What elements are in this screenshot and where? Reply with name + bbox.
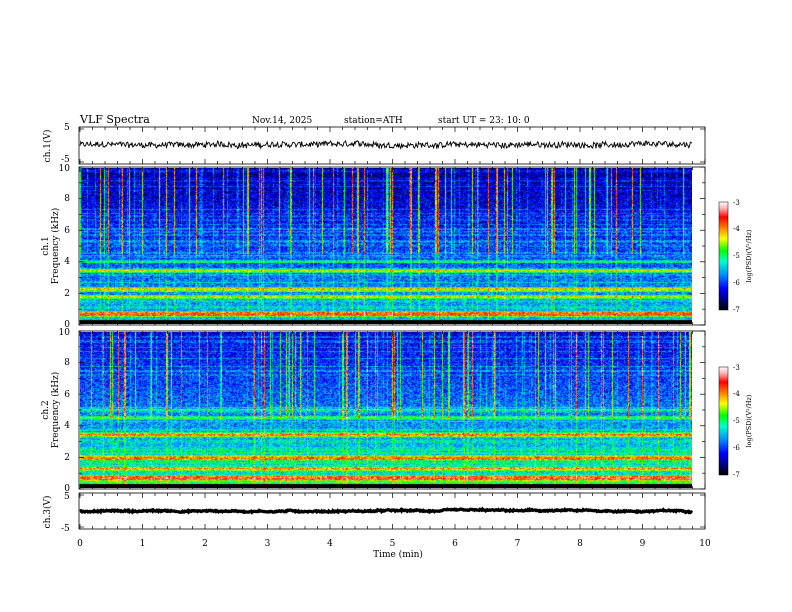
ch2-cb-tick-m5: -5 — [733, 417, 740, 425]
time-tick-9: 9 — [640, 539, 646, 549]
ch2-freq-tick-8: 8 — [64, 358, 70, 368]
ch1-cb-tick-m3: -3 — [733, 199, 740, 207]
ch1-waveform-frame — [78, 126, 706, 165]
time-tick-1: 1 — [140, 539, 146, 549]
ch2-spectrogram-yticks: 0 2 4 6 8 10 — [59, 328, 71, 494]
ch3-waveform-ylabel: ch.3(V) — [42, 496, 53, 529]
ch1-freq-tick-8: 8 — [64, 194, 70, 204]
time-tick-2: 2 — [202, 539, 208, 549]
axis-ticks — [79, 127, 706, 529]
ch2-freq-tick-2: 2 — [64, 453, 70, 463]
time-tick-4: 4 — [327, 539, 333, 549]
ch1-cb-tick-m6: -6 — [733, 279, 740, 287]
ch2-channel-label: ch.2 — [41, 400, 51, 419]
ch3-waveform-yticks: 5 -5 — [61, 492, 70, 534]
ch1-freq-tick-10: 10 — [59, 164, 71, 174]
time-tick-3: 3 — [265, 539, 271, 549]
ch1-channel-label: ch.1 — [41, 236, 51, 255]
time-tick-8: 8 — [577, 539, 583, 549]
time-tick-7: 7 — [515, 539, 521, 549]
time-axis-label: Time (min) — [373, 549, 423, 560]
time-tick-6: 6 — [452, 539, 458, 549]
ch2-cb-tick-m4: -4 — [733, 390, 740, 398]
ch3-waveform-frame — [78, 492, 706, 530]
ch2-cb-tick-m6: -6 — [733, 444, 740, 452]
ch2-freq-tick-4: 4 — [64, 421, 70, 431]
ch1-cb-tick-m7: -7 — [733, 306, 740, 314]
date-label: Nov.14, 2025 — [252, 116, 313, 126]
ch2-colorbar — [718, 366, 729, 476]
start-time-label: start UT = 23: 10: 0 — [438, 116, 530, 126]
ch3-ytick-minus5: -5 — [61, 524, 70, 534]
time-tick-5: 5 — [390, 539, 396, 549]
ch1-waveform-ylabel: ch.1(V) — [42, 130, 53, 163]
ch1-freq-tick-4: 4 — [64, 257, 70, 267]
time-tick-0: 0 — [77, 539, 83, 549]
ch1-cb-tick-m4: -4 — [733, 225, 740, 233]
figure-title: VLF Spectra — [79, 113, 150, 126]
ch2-freq-tick-0: 0 — [64, 484, 70, 494]
ch1-ytick-minus5: -5 — [61, 155, 70, 165]
ch2-freq-tick-10: 10 — [59, 328, 71, 338]
ch1-cb-tick-m5: -5 — [733, 252, 740, 260]
ch2-colorbar-label: log(PSD)(V²/Hz) — [745, 394, 753, 447]
ch2-colorbar-ticks: -3 -4 -5 -6 -7 — [733, 364, 740, 479]
ch1-waveform-yticks: 5 -5 — [61, 123, 70, 165]
ch1-freq-tick-0: 0 — [64, 320, 70, 330]
ch1-ytick-5: 5 — [64, 123, 70, 133]
ch3-ytick-5: 5 — [64, 492, 70, 502]
ch1-freq-tick-2: 2 — [64, 289, 70, 299]
ch2-frequency-label: Frequency (kHz) — [50, 372, 61, 449]
ch2-cb-tick-m3: -3 — [733, 364, 740, 372]
station-label: station=ATH — [344, 116, 403, 126]
ch2-spectrogram-image — [80, 332, 692, 488]
ch1-freq-tick-6: 6 — [64, 226, 70, 236]
ch1-colorbar — [718, 201, 729, 311]
ch1-colorbar-ticks: -3 -4 -5 -6 -7 — [733, 199, 740, 314]
ch1-waveform-trace — [79, 139, 693, 151]
ch1-frequency-label: Frequency (kHz) — [50, 208, 61, 285]
ch1-spectrogram-yticks: 0 2 4 6 8 10 — [59, 164, 71, 330]
ch3-waveform-trace — [79, 506, 694, 515]
time-axis-ticklabels: 0 1 2 3 4 5 6 7 8 9 10 — [77, 539, 711, 549]
ch2-cb-tick-m7: -7 — [733, 471, 740, 479]
ch1-spectrogram-image — [80, 168, 692, 324]
time-tick-10: 10 — [699, 539, 711, 549]
ch1-colorbar-label: log(PSD)(V²/Hz) — [745, 229, 753, 282]
ch2-freq-tick-6: 6 — [64, 390, 70, 400]
